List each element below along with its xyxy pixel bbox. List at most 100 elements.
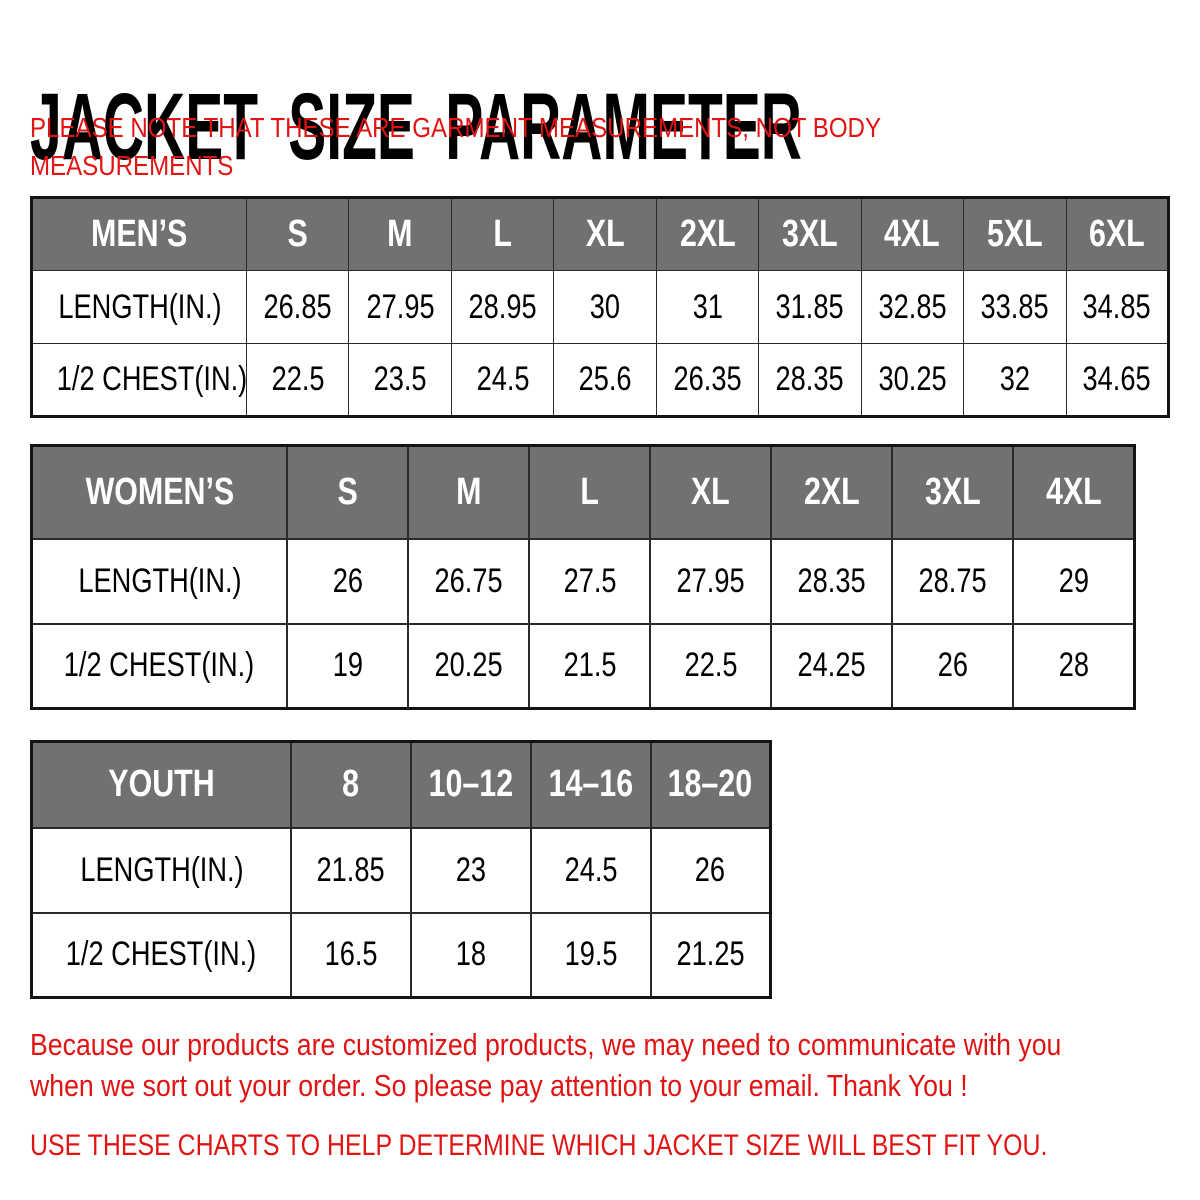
header-cell-label: XL	[691, 470, 731, 513]
size-column-header: 10–12	[409, 740, 532, 829]
header-cell-label: MEN’S	[91, 213, 188, 255]
size-value: 28.75	[918, 561, 987, 600]
size-value-cell: 25.6	[553, 343, 657, 417]
size-value: 26	[937, 646, 968, 685]
header-cell-label: 3XL	[782, 213, 838, 255]
size-value: 27.5	[563, 561, 617, 600]
size-column-header: 3XL	[758, 197, 862, 271]
header-cell-label: L	[493, 213, 512, 255]
size-column-header: M	[407, 444, 531, 540]
header-cell-label: M	[387, 213, 413, 255]
size-value-cell: 26	[649, 826, 772, 914]
size-value-cell: 16.5	[290, 911, 412, 999]
size-value: 34.65	[1082, 360, 1151, 398]
size-value-cell: 22.5	[649, 622, 773, 710]
size-value-cell: 28	[1012, 622, 1136, 710]
size-value: 27.95	[366, 287, 435, 326]
notice-line-1: Because our products are customized prod…	[30, 1027, 1062, 1062]
size-value: 26.85	[263, 287, 332, 326]
size-value-cell: 28.35	[758, 343, 862, 417]
row-label: 1/2 CHEST(IN.)	[64, 646, 255, 685]
size-column-header: XL	[553, 197, 657, 271]
womens-size-table: WOMEN’S S M L XL 2XL 3XL 4XL LENGTH(IN.) 26 26.75 2…	[30, 444, 1136, 710]
size-value: 18	[455, 935, 486, 974]
size-value: 34.85	[1082, 287, 1151, 326]
chart-usage-instruction: USE THESE CHARTS TO HELP DETERMINE WHICH…	[30, 1129, 1048, 1162]
size-value-cell: 32	[963, 343, 1067, 417]
header-cell-label: XL	[585, 213, 625, 255]
custom-order-notice: Because our products are customized prod…	[30, 1024, 1200, 1106]
size-value-cell: 27.95	[348, 270, 452, 344]
size-value: 26.35	[673, 360, 742, 398]
size-column-header: 14–16	[529, 740, 652, 829]
size-column-header: 18–20	[649, 740, 772, 829]
size-value: 32	[999, 360, 1030, 398]
header-cell-label: 18–20	[668, 763, 753, 806]
size-value-cell: 28.95	[450, 270, 555, 344]
size-value: 33.85	[980, 287, 1049, 326]
size-value: 26.75	[434, 561, 503, 600]
size-value: 20.25	[434, 646, 503, 685]
row-label-cell: 1/2 CHEST(IN.)	[31, 343, 247, 417]
header-cell-label: 10–12	[428, 763, 514, 806]
size-value-cell: 19.5	[529, 911, 652, 999]
table-title-cell: MEN’S	[31, 197, 247, 271]
row-label: LENGTH(IN.)	[77, 561, 242, 600]
header-cell-label: 3XL	[924, 470, 981, 513]
header-cell-label: S	[337, 470, 358, 513]
header-cell-label: YOUTH	[108, 763, 215, 806]
row-label-cell: 1/2 CHEST(IN.)	[30, 911, 292, 999]
size-column-header: S	[285, 444, 410, 540]
size-column-header: XL	[649, 444, 773, 540]
size-value-cell: 18	[409, 911, 532, 999]
garment-measurement-note: PLEASE NOTE THAT THESE ARE GARMENT MEASU…	[30, 109, 1020, 185]
size-value-cell: 34.85	[1065, 270, 1169, 344]
size-value-cell: 27.95	[649, 537, 773, 625]
size-column-header: 8	[290, 740, 412, 829]
size-value: 28.35	[797, 561, 866, 600]
size-value-cell: 30	[553, 270, 657, 344]
header-cell-label: WOMEN’S	[85, 470, 234, 513]
table-row: LENGTH(IN.) 26 26.75 27.5 27.95 28.35 28.75 29	[30, 537, 1136, 625]
size-value-cell: 34.65	[1065, 343, 1169, 417]
size-value-cell: 23	[409, 826, 532, 914]
size-value-cell: 26.35	[655, 343, 760, 417]
size-value: 31	[692, 287, 723, 326]
size-value-cell: 26.75	[407, 537, 531, 625]
size-column-header: 3XL	[891, 444, 1015, 540]
table-row: LENGTH(IN.) 26.85 27.95 28.95 30 31 31.85 32.85…	[31, 270, 1169, 344]
row-label-cell: LENGTH(IN.)	[30, 537, 288, 625]
size-column-header: L	[528, 444, 652, 540]
header-cell-label: 14–16	[548, 763, 633, 806]
size-value-cell: 21.25	[649, 911, 772, 999]
size-value-cell: 33.85	[963, 270, 1067, 344]
size-value-cell: 31	[655, 270, 760, 344]
size-value-cell: 31.85	[758, 270, 862, 344]
row-label-cell: 1/2 CHEST(IN.)	[30, 622, 288, 710]
size-value: 23	[455, 850, 486, 889]
size-value: 22.5	[684, 646, 738, 685]
page-title: JACKET SIZE PARAMETER	[30, 73, 802, 180]
size-value-cell: 26	[891, 622, 1015, 710]
header-cell-label: 4XL	[884, 213, 941, 255]
size-column-header: 2XL	[770, 444, 894, 540]
header-cell-label: 5XL	[986, 213, 1043, 255]
size-value-cell: 26	[285, 537, 410, 625]
row-label: 1/2 CHEST(IN.)	[66, 935, 257, 974]
size-value: 31.85	[775, 287, 844, 326]
header-cell-label: S	[287, 213, 308, 255]
note-line-2: MEASUREMENTS	[30, 150, 234, 181]
size-value: 19	[332, 646, 363, 685]
row-label-cell: LENGTH(IN.)	[30, 826, 292, 914]
size-value-cell: 29	[1012, 537, 1136, 625]
size-value: 21.5	[563, 646, 617, 685]
header-cell-label: 2XL	[803, 470, 860, 513]
notice-line-2: when we sort out your order. So please p…	[30, 1068, 968, 1103]
table-row: LENGTH(IN.) 21.85 23 24.5 26	[30, 826, 772, 914]
size-value: 27.95	[676, 561, 745, 600]
size-value: 29	[1058, 561, 1089, 600]
size-value-cell: 26.85	[245, 270, 350, 344]
row-label-cell: LENGTH(IN.)	[31, 270, 247, 344]
size-value-cell: 23.5	[348, 343, 452, 417]
